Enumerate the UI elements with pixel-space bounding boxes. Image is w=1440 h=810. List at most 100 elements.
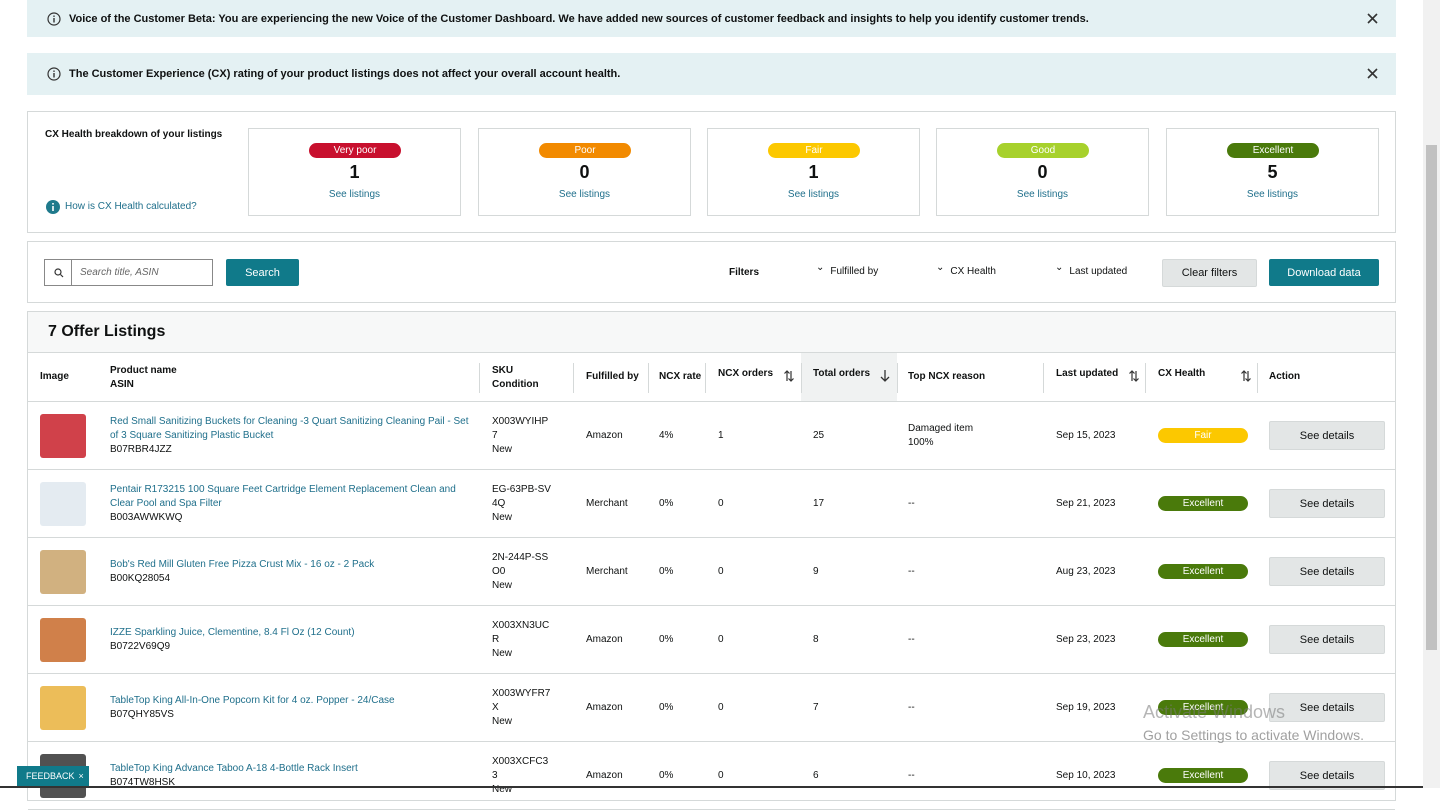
fulfilled-cell: Amazon: [586, 402, 646, 470]
see-details-button[interactable]: See details: [1269, 693, 1385, 722]
asin: B074TW8HSK: [110, 777, 176, 788]
ncx-reason: Damaged item: [908, 423, 974, 434]
product-cell: Pentair R173215 100 Square Feet Cartridg…: [110, 470, 475, 538]
listing-row: IZZE Sparkling Juice, Clementine, 8.4 Fl…: [28, 606, 1395, 674]
total-orders: 17: [813, 498, 825, 509]
see-details-button[interactable]: See details: [1269, 557, 1385, 586]
close-icon[interactable]: [1367, 13, 1378, 24]
sort-icon[interactable]: [1128, 369, 1140, 383]
see-details-button[interactable]: See details: [1269, 625, 1385, 654]
last-updated: Sep 19, 2023: [1056, 702, 1116, 713]
column-header[interactable]: Total orders: [813, 367, 870, 381]
health-badge: Fair: [768, 143, 860, 158]
scrollbar[interactable]: [1423, 0, 1440, 788]
updated-cell: Sep 15, 2023: [1056, 402, 1146, 470]
condition: New: [492, 444, 513, 455]
total-orders: 7: [813, 702, 819, 713]
see-details-button[interactable]: See details: [1269, 489, 1385, 518]
ncx-rate: 0%: [659, 702, 674, 713]
content: Voice of the Customer Beta: You are expe…: [27, 0, 1396, 810]
product-image: [40, 482, 86, 526]
last-updated: Sep 10, 2023: [1056, 770, 1116, 781]
health-badge: Excellent: [1158, 700, 1248, 715]
scrollbar-thumb[interactable]: [1426, 145, 1437, 650]
see-listings-link[interactable]: See listings: [558, 189, 611, 200]
product-name-link[interactable]: Bob's Red Mill Gluten Free Pizza Crust M…: [110, 559, 375, 570]
product-name-link[interactable]: Pentair R173215 100 Square Feet Cartridg…: [110, 484, 456, 509]
product-name-link[interactable]: TableTop King All-In-One Popcorn Kit for…: [110, 695, 395, 706]
product-image: [40, 550, 86, 594]
help-link[interactable]: How is CX Health calculated?: [65, 201, 197, 212]
feedback-button[interactable]: FEEDBACK ×: [17, 766, 89, 786]
health-card: Excellent 5 See listings: [1166, 128, 1379, 216]
health-count: 5: [1267, 162, 1278, 182]
reason-cell: --: [908, 674, 1028, 742]
updated-cell: Aug 23, 2023: [1056, 538, 1146, 606]
total-orders-cell: 9: [813, 538, 873, 606]
banner-text: The Customer Experience (CX) rating of y…: [69, 68, 621, 80]
column-header: SKU Condition: [492, 364, 539, 392]
column-header[interactable]: NCX orders: [718, 367, 773, 381]
reason-cell: --: [908, 538, 1028, 606]
search-box[interactable]: Search title, ASIN: [44, 259, 213, 286]
health-count: 1: [349, 162, 360, 182]
ncx-orders: 0: [718, 770, 724, 781]
see-listings-link[interactable]: See listings: [787, 189, 840, 200]
see-listings-link[interactable]: See listings: [328, 189, 381, 200]
column-separator: [801, 363, 802, 393]
sort-icon[interactable]: [783, 369, 795, 383]
health-panel: CX Health breakdown of your listings How…: [27, 111, 1396, 233]
ncx-rate-cell: 0%: [659, 742, 704, 810]
filter-dropdown[interactable]: ⌄ Last updated: [1055, 262, 1127, 277]
search-button[interactable]: Search: [226, 259, 299, 286]
fulfilled-by: Merchant: [586, 498, 628, 509]
info-icon: [47, 67, 61, 81]
total-orders: 9: [813, 566, 819, 577]
sku-cell: X003XCFC33 New: [492, 742, 552, 810]
dropdown-icon: ⌄: [1055, 262, 1064, 273]
see-details-button[interactable]: See details: [1269, 421, 1385, 450]
health-title: CX Health breakdown of your listings: [45, 129, 223, 140]
header-label: Image: [40, 371, 69, 382]
ncx-orders-cell: 0: [718, 538, 778, 606]
fulfilled-by: Amazon: [586, 702, 623, 713]
product-image: [40, 414, 86, 458]
filters-label: Filters: [729, 267, 760, 278]
column-header[interactable]: Last updated: [1056, 367, 1118, 381]
column-header: NCX rate: [659, 370, 701, 384]
asin: B003AWWKWQ: [110, 512, 183, 523]
sort-icon[interactable]: [1240, 369, 1252, 383]
product-name-link[interactable]: TableTop King Advance Taboo A-18 4-Bottl…: [110, 763, 358, 774]
close-icon[interactable]: ×: [78, 771, 84, 781]
reason-cell: --: [908, 742, 1028, 810]
download-button[interactable]: Download data: [1269, 259, 1379, 286]
ncx-reason: --: [908, 634, 915, 645]
health-badge: Poor: [539, 143, 631, 158]
ncx-rate-cell: 0%: [659, 538, 704, 606]
banner-text: Voice of the Customer Beta: You are expe…: [69, 12, 1089, 25]
sort-icon[interactable]: [879, 369, 891, 383]
ncx-rate: 0%: [659, 634, 674, 645]
see-listings-link[interactable]: See listings: [1246, 189, 1299, 200]
clear-filters-button[interactable]: Clear filters: [1162, 259, 1257, 287]
column-separator: [1043, 363, 1044, 393]
see-listings-link[interactable]: See listings: [1016, 189, 1069, 200]
product-name-link[interactable]: IZZE Sparkling Juice, Clementine, 8.4 Fl…: [110, 627, 355, 638]
ncx-reason: --: [908, 702, 915, 713]
total-orders-cell: 8: [813, 606, 873, 674]
sku-cell: X003XN3UCR New: [492, 606, 552, 674]
column-header[interactable]: CX Health: [1158, 367, 1205, 381]
condition: New: [492, 716, 513, 727]
close-icon[interactable]: [1367, 68, 1378, 79]
condition: New: [492, 648, 513, 659]
last-updated: Aug 23, 2023: [1056, 566, 1116, 577]
ncx-orders-cell: 1: [718, 402, 778, 470]
filter-dropdown[interactable]: ⌄ CX Health: [936, 262, 996, 277]
condition: New: [492, 580, 513, 591]
product-image: [40, 686, 86, 730]
ncx-rate-cell: 0%: [659, 470, 704, 538]
updated-cell: Sep 10, 2023: [1056, 742, 1146, 810]
listing-row: Pentair R173215 100 Square Feet Cartridg…: [28, 470, 1395, 538]
product-name-link[interactable]: Red Small Sanitizing Buckets for Cleanin…: [110, 416, 469, 441]
filter-dropdown[interactable]: ⌄ Fulfilled by: [816, 262, 878, 277]
